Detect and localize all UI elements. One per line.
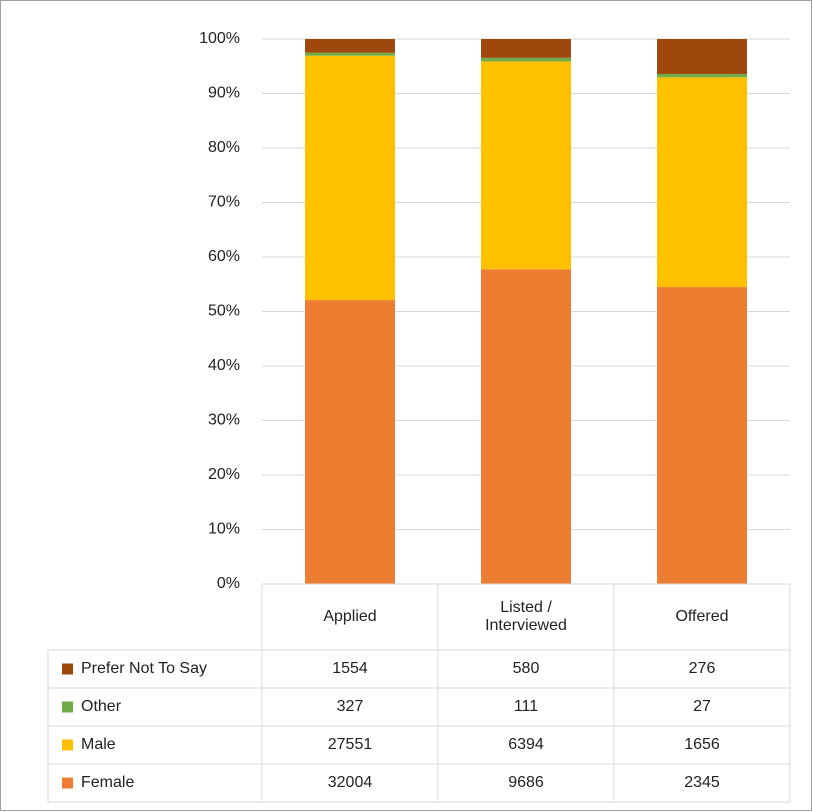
table-value: 6394	[508, 736, 544, 753]
y-tick-label: 100%	[199, 30, 240, 47]
table-value: 1554	[332, 660, 368, 677]
y-tick-label: 30%	[208, 412, 240, 429]
x-tick-label: Offered	[675, 608, 729, 625]
legend-label: Female	[81, 774, 135, 791]
bar-segment	[481, 269, 571, 584]
bar-segment	[305, 300, 395, 584]
table-value: 1656	[684, 736, 720, 753]
y-tick-label: 90%	[208, 85, 240, 102]
y-tick-label: 50%	[208, 303, 240, 320]
y-tick-label: 60%	[208, 248, 240, 265]
bar-segment	[305, 55, 395, 301]
bar-segment	[481, 39, 571, 58]
legend-key	[62, 739, 73, 751]
table-value: 327	[336, 698, 364, 715]
bar-segment	[305, 52, 395, 56]
table-value: 111	[513, 698, 539, 715]
bar-segment	[657, 39, 747, 74]
legend-key	[62, 701, 73, 713]
bar-segment	[657, 287, 747, 584]
legend-label: Other	[81, 698, 122, 715]
legend-label: Male	[81, 736, 116, 753]
legend-key	[62, 777, 73, 789]
bar-segment	[481, 57, 571, 62]
table-value: 580	[512, 660, 540, 677]
bar-segment	[657, 73, 747, 78]
legend-key	[62, 663, 73, 675]
x-tick-label: Applied	[323, 608, 377, 625]
table-value: 27551	[327, 736, 373, 753]
table-value: 9686	[508, 774, 544, 791]
x-tick-label: Listed / Interviewed	[485, 599, 567, 634]
table-value: 32004	[327, 774, 373, 791]
y-tick-label: 20%	[208, 466, 240, 483]
table-value: 27	[693, 698, 711, 715]
bar-segment	[481, 61, 571, 270]
bar-segment	[657, 77, 747, 288]
y-tick-label: 80%	[208, 139, 240, 156]
table-value: 276	[688, 660, 716, 677]
legend-label: Prefer Not To Say	[81, 660, 207, 677]
y-tick-label: 0%	[217, 575, 240, 592]
y-tick-label: 10%	[208, 521, 240, 538]
table-value: 2345	[684, 774, 720, 791]
bar-segment	[305, 39, 395, 53]
y-tick-label: 40%	[208, 357, 240, 374]
y-tick-label: 70%	[208, 194, 240, 211]
